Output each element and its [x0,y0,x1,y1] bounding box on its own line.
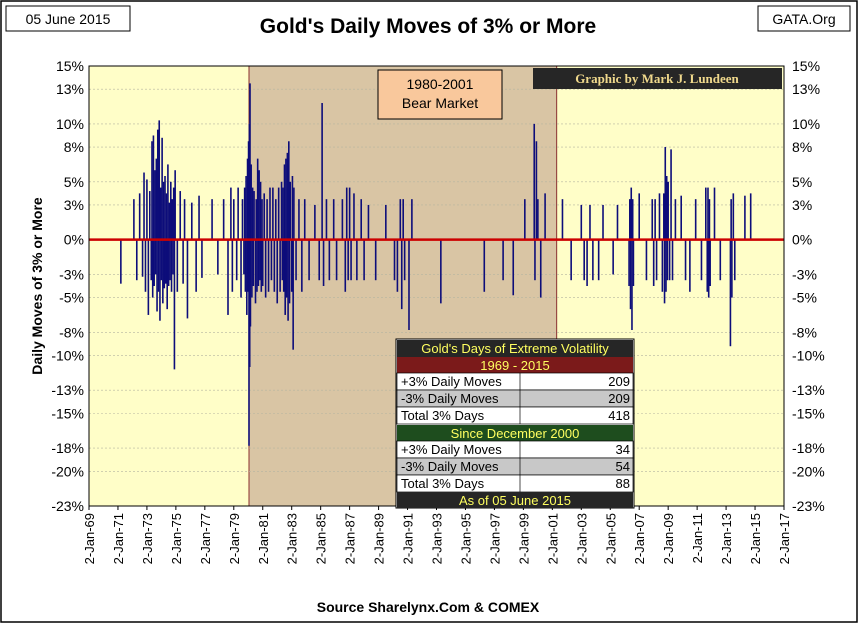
table-row-value: 54 [616,459,630,474]
table-row-label: -3% Daily Moves [401,391,499,406]
x-tick-label: 2-Jan-09 [661,513,676,564]
table-period1-bg [397,357,633,373]
x-tick-label: 2-Jan-93 [430,513,445,564]
x-tick-label: 2-Jan-73 [140,513,155,564]
x-tick-label: 2-Jan-79 [227,513,242,564]
table-row-label: Total 3% Days [401,476,485,491]
data-bars [120,83,752,446]
bear-market-label-years: 1980-2001 [407,76,474,92]
y-tick-label-right: 0% [792,232,812,248]
x-tick-label: 2-Jan-15 [748,513,763,564]
x-tick-label: 2-Jan-03 [574,513,589,564]
x-tick-label: 2-Jan-11 [690,513,705,563]
y-tick-label-left: 0% [64,232,84,248]
x-tick-label: 2-Jan-91 [401,513,416,564]
y-tick-label-right: 10% [792,116,820,132]
y-tick-labels-left: 15% 13% 10% 8% 5% 3% 0% -3% -5% -8% -10% -13% -15% -1… [51,58,784,514]
y-tick-label-left: 8% [64,139,84,155]
y-tick-label-right: -13% [792,382,825,398]
y-axis-label: Daily Moves of 3% or More [29,197,45,375]
table-row-label: -3% Daily Moves [401,459,499,474]
x-tick-label: 2-Jan-81 [256,513,271,564]
y-tick-label-right: 5% [792,174,812,190]
table-rows-period1: +3% Daily Moves 209 -3% Daily Moves 209 Tota… [396,372,634,425]
y-tick-label-right: -10% [792,347,825,363]
bear-market-label-box [377,69,503,120]
x-tick-label: 2-Jan-75 [169,513,184,564]
x-tick-label: 2-Jan-95 [458,513,473,564]
table-row-bg [396,406,634,425]
y-tick-label-left: -5% [59,290,84,306]
table-row-label: Total 3% Days [401,408,485,423]
y-tick-label-right: -5% [792,290,817,306]
date-label: 05 June 2015 [26,11,111,27]
table-row-value: 209 [608,374,630,389]
y-tick-label-right: 15% [792,58,820,74]
x-tick-label: 2-Jan-13 [719,513,734,564]
table-period2: Since December 2000 [451,426,580,441]
x-tick-label: 2-Jan-89 [372,513,387,564]
table-row-value: 418 [608,408,630,423]
y-tick-label-left: -10% [51,347,84,363]
volatility-table: Gold's Days of Extreme Volatility 1969 -… [395,338,635,509]
bear-market-label-text: Bear Market [402,95,478,111]
y-tick-label-left: -23% [51,498,84,514]
credit-box [533,68,782,89]
y-tick-label-left: 13% [56,81,84,97]
y-tick-label-right: -8% [792,324,817,340]
table-footer-bg [397,492,633,508]
y-tick-label-left: 15% [56,58,84,74]
table-period1: 1969 - 2015 [480,358,549,373]
table-row-value: 88 [616,476,630,491]
y-tick-label-left: -15% [51,405,84,421]
table-row-value: 209 [608,391,630,406]
x-tick-label: 2-Jan-83 [285,513,300,564]
x-tick-label: 2-Jan-85 [314,513,329,564]
source-tag-box [757,5,851,32]
x-tick-label: 2-Jan-07 [632,513,647,564]
y-tick-label-right: 3% [792,197,812,213]
x-tick-label: 2-Jan-01 [545,513,560,564]
y-tick-label-left: 10% [56,116,84,132]
x-tick-labels: 2-Jan-69 2-Jan-71 2-Jan-73 2-Jan-75 2-Jan-77… [82,506,792,564]
table-title-bg [397,340,633,357]
table-period2-bg [397,425,633,441]
y-tick-label-right: -15% [792,405,825,421]
table-title: Gold's Days of Extreme Volatility [421,341,609,356]
y-tick-label-left: -20% [51,463,84,479]
date-box [5,5,131,32]
y-tick-label-right: -3% [792,266,817,282]
table-row-label: +3% Daily Moves [401,442,502,457]
x-tick-label: 2-Jan-99 [516,513,531,564]
table-row-label: +3% Daily Moves [401,374,502,389]
y-tick-label-left: 5% [64,174,84,190]
y-tick-label-right: 8% [792,139,812,155]
x-tick-label: 2-Jan-87 [343,513,358,564]
y-tick-label-left: -13% [51,382,84,398]
x-axis-label: Source Sharelynx.Com & COMEX [317,599,540,615]
x-tick-label: 2-Jan-17 [777,513,792,564]
table-rows-period2: +3% Daily Moves 34 -3% Daily Moves 54 Total … [396,440,634,493]
y-tick-label-right: -18% [792,440,825,456]
table-row-value: 34 [616,442,630,457]
x-tick-label: 2-Jan-77 [198,513,213,564]
y-tick-labels-right: 15% 13% 10% 8% 5% 3% 0% -3% -5% -8% -10% -13% -15% -1… [792,58,825,514]
y-tick-label-right: -23% [792,498,825,514]
y-tick-label-left: -8% [59,324,84,340]
y-tick-label-right: -20% [792,463,825,479]
x-tick-label: 2-Jan-97 [487,513,502,564]
chart-title: Gold's Daily Moves of 3% or More [260,15,596,38]
y-tick-label-right: 13% [792,81,820,97]
x-tick-label: 2-Jan-71 [111,513,126,564]
y-tick-label-left: -18% [51,440,84,456]
x-tick-label: 2-Jan-05 [603,513,618,564]
y-tick-label-left: 3% [64,197,84,213]
source-tag-label: GATA.Org [772,11,835,27]
x-tick-label: 2-Jan-69 [82,513,97,564]
credit-label: Graphic by Mark J. Lundeen [575,71,739,86]
y-tick-label-left: -3% [59,266,84,282]
table-footer: As of 05 June 2015 [459,493,571,508]
